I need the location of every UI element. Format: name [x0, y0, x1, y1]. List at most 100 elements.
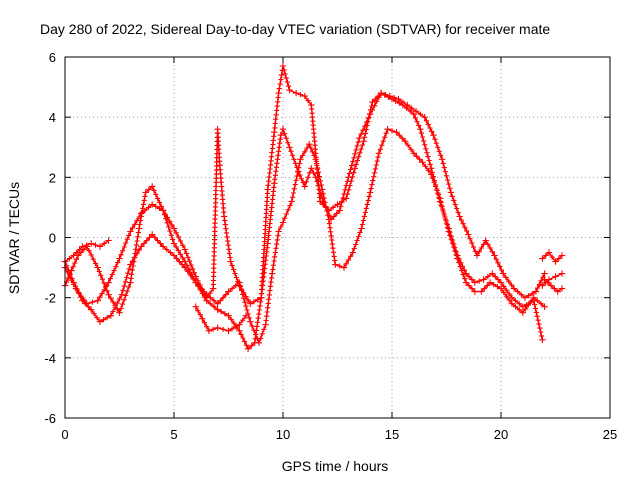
- sample-marker: [134, 238, 140, 244]
- sample-marker: [204, 324, 210, 330]
- sample-marker: [277, 136, 283, 142]
- sample-marker: [422, 142, 428, 148]
- data-point: [471, 288, 478, 295]
- sample-marker: [243, 303, 249, 309]
- sample-marker: [125, 270, 131, 276]
- data-point: [94, 264, 101, 271]
- sample-marker: [347, 182, 353, 189]
- data-point: [236, 321, 243, 328]
- plot-frame: [64, 56, 611, 419]
- sample-marker: [110, 308, 116, 315]
- sample-marker: [453, 252, 459, 258]
- sample-marker: [217, 298, 223, 304]
- sample-marker: [451, 244, 457, 250]
- sample-marker: [338, 203, 344, 209]
- sample-marker: [173, 230, 179, 236]
- sample-marker: [238, 331, 244, 337]
- sample-marker: [469, 277, 475, 283]
- sample-marker: [438, 199, 444, 206]
- sample-marker: [162, 211, 168, 217]
- sample-marker: [278, 224, 284, 230]
- sample-marker: [361, 213, 367, 219]
- data-point: [375, 150, 383, 157]
- sample-marker: [478, 245, 484, 251]
- sample-marker: [232, 271, 238, 277]
- sample-marker: [223, 230, 230, 236]
- data-point: [377, 89, 385, 97]
- sample-marker: [179, 262, 185, 268]
- sample-marker: [451, 197, 457, 203]
- sample-marker: [231, 267, 237, 273]
- sample-marker: [366, 115, 372, 121]
- sample-marker: [275, 99, 281, 105]
- sample-marker: [76, 289, 82, 295]
- sample-marker: [353, 147, 359, 153]
- data-point: [116, 309, 123, 316]
- y-axis-label: SDTVAR / TECUs: [6, 182, 22, 294]
- sample-marker: [466, 274, 472, 280]
- data-point: [386, 92, 393, 100]
- sample-marker: [254, 323, 260, 329]
- sample-marker: [199, 286, 205, 292]
- sample-marker: [227, 254, 233, 261]
- sample-marker: [503, 293, 510, 299]
- data-point: [519, 303, 526, 310]
- y-tick-label: 6: [49, 50, 56, 65]
- sample-marker: [526, 293, 532, 299]
- x-tick-label: 20: [494, 427, 508, 442]
- sample-marker: [325, 212, 331, 218]
- data-point: [473, 252, 481, 259]
- sample-marker: [287, 203, 293, 209]
- data-point: [199, 315, 206, 322]
- sample-marker: [285, 207, 291, 213]
- data-point: [500, 270, 507, 277]
- sample-marker: [532, 302, 538, 308]
- sample-marker: [512, 304, 519, 310]
- sample-marker: [221, 209, 227, 215]
- sample-marker: [252, 331, 259, 337]
- sample-marker: [251, 299, 257, 305]
- sample-marker: [239, 286, 245, 292]
- sample-marker: [362, 130, 368, 136]
- sample-marker: [141, 240, 147, 247]
- data-point: [395, 95, 402, 103]
- x-tick-label: 15: [385, 427, 399, 442]
- sample-marker: [274, 241, 280, 247]
- data-point: [552, 258, 559, 265]
- sample-marker: [273, 116, 279, 122]
- sample-marker: [121, 283, 127, 289]
- sample-marker: [337, 263, 343, 269]
- sample-marker: [98, 272, 104, 278]
- data-point: [236, 282, 243, 289]
- data-point: [135, 225, 143, 232]
- sample-marker: [141, 197, 147, 203]
- sample-marker: [259, 331, 265, 337]
- sample-marker: [327, 225, 333, 231]
- data-point: [127, 279, 134, 286]
- sample-marker: [290, 194, 296, 200]
- data-point: [541, 276, 548, 283]
- sample-marker: [434, 187, 440, 193]
- sample-marker: [469, 286, 475, 292]
- sample-marker: [506, 297, 512, 303]
- sample-marker: [155, 195, 161, 201]
- sample-marker: [133, 246, 139, 252]
- sample-marker: [118, 252, 124, 258]
- sample-marker: [417, 111, 423, 117]
- sample-marker: [487, 245, 493, 251]
- sample-marker: [168, 232, 174, 238]
- sample-marker: [407, 108, 413, 114]
- data-point: [225, 288, 232, 295]
- sample-marker: [86, 248, 92, 254]
- series-4: [61, 237, 112, 265]
- data-point: [552, 273, 559, 280]
- data-point: [138, 243, 145, 250]
- sample-marker: [495, 260, 501, 266]
- sample-marker: [282, 131, 288, 137]
- sample-marker: [124, 288, 130, 294]
- sample-marker: [177, 238, 184, 244]
- sample-marker: [258, 335, 264, 341]
- x-tick-label: 0: [61, 427, 68, 442]
- data-point: [510, 285, 518, 292]
